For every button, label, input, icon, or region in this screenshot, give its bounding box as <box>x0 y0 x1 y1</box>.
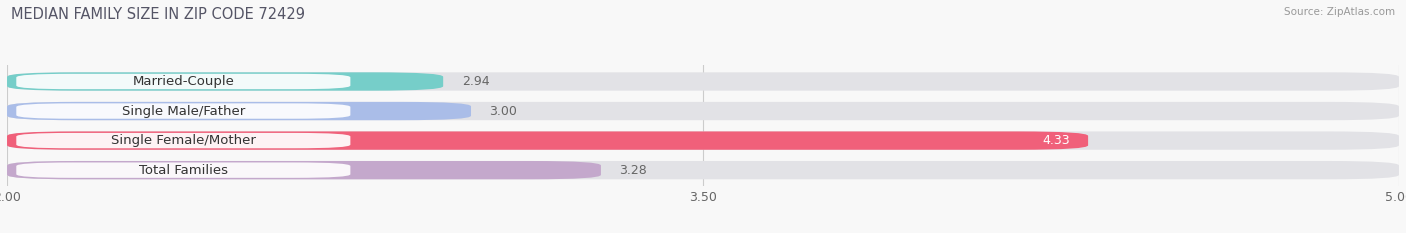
FancyBboxPatch shape <box>7 72 443 91</box>
Text: 2.94: 2.94 <box>461 75 489 88</box>
FancyBboxPatch shape <box>7 72 1399 91</box>
FancyBboxPatch shape <box>17 162 350 178</box>
Text: Married-Couple: Married-Couple <box>132 75 235 88</box>
Text: Source: ZipAtlas.com: Source: ZipAtlas.com <box>1284 7 1395 17</box>
FancyBboxPatch shape <box>7 102 471 120</box>
Text: Single Female/Mother: Single Female/Mother <box>111 134 256 147</box>
FancyBboxPatch shape <box>7 131 1088 150</box>
Text: MEDIAN FAMILY SIZE IN ZIP CODE 72429: MEDIAN FAMILY SIZE IN ZIP CODE 72429 <box>11 7 305 22</box>
Text: 3.28: 3.28 <box>620 164 647 177</box>
FancyBboxPatch shape <box>7 161 600 179</box>
FancyBboxPatch shape <box>17 133 350 148</box>
FancyBboxPatch shape <box>7 102 1399 120</box>
Text: Single Male/Father: Single Male/Father <box>122 105 245 117</box>
FancyBboxPatch shape <box>7 161 1399 179</box>
FancyBboxPatch shape <box>7 131 1399 150</box>
FancyBboxPatch shape <box>17 103 350 119</box>
Text: 3.00: 3.00 <box>489 105 517 117</box>
Text: Total Families: Total Families <box>139 164 228 177</box>
Text: 4.33: 4.33 <box>1042 134 1070 147</box>
FancyBboxPatch shape <box>17 74 350 89</box>
